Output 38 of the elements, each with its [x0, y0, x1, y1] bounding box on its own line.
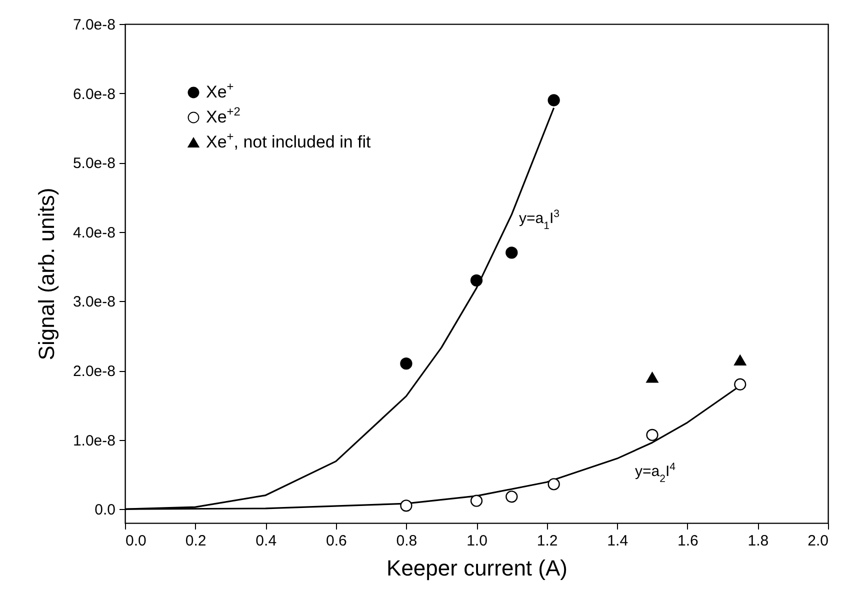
legend-label: Xe$^{+}$ — [206, 80, 234, 102]
point — [400, 358, 412, 370]
x-axis-title: Keeper current (A) — [386, 556, 568, 580]
point — [734, 378, 746, 390]
annotation: y=a$_{1}$I$^{3}$ — [519, 208, 560, 232]
point — [646, 428, 658, 442]
y-axis-title: Signal (arb. units) — [34, 188, 59, 360]
x-tick-label: 1.8 — [748, 532, 769, 550]
x-tick-label: 1.4 — [607, 532, 628, 550]
y-tick-label: 5.0e-8 — [72, 155, 116, 172]
point — [548, 478, 560, 490]
y-tick-label: 6.0e-8 — [72, 86, 116, 103]
x-tick-label: 0.2 — [185, 532, 206, 550]
x-tick-label: 0.0 — [126, 532, 146, 550]
point — [548, 94, 560, 106]
x-tick-label: 1.6 — [677, 532, 698, 550]
x-tick-label: 0.4 — [256, 532, 277, 550]
x-tick-label: 1.2 — [536, 532, 558, 550]
y-tick-label: 1.0e-8 — [72, 432, 116, 450]
point — [734, 354, 746, 366]
point — [506, 246, 518, 259]
x-tick-label: 0.8 — [396, 532, 418, 550]
y-tick-label: 2.0e-8 — [72, 363, 116, 380]
annotation: y=a$_{2}$I$^{4}$ — [635, 461, 676, 485]
x-tick-label: 2.0 — [808, 532, 828, 550]
y-tick-label: 0.0 — [94, 502, 116, 519]
y-tick-label: 4.0e-8 — [72, 224, 116, 242]
legend-label: Xe$^{+}$, not included in fit — [206, 130, 372, 152]
point — [646, 372, 658, 383]
point — [506, 490, 518, 503]
point — [470, 494, 483, 507]
y-tick-label: 7.0e-8 — [72, 16, 116, 34]
point — [400, 500, 412, 512]
x-tick-label: 1.0 — [466, 532, 488, 550]
y-tick-label: 3.0e-8 — [72, 294, 116, 311]
point — [470, 274, 483, 286]
legend-label: Xe$^{+2}$ — [206, 104, 241, 126]
x-tick-label: 0.6 — [326, 532, 347, 550]
